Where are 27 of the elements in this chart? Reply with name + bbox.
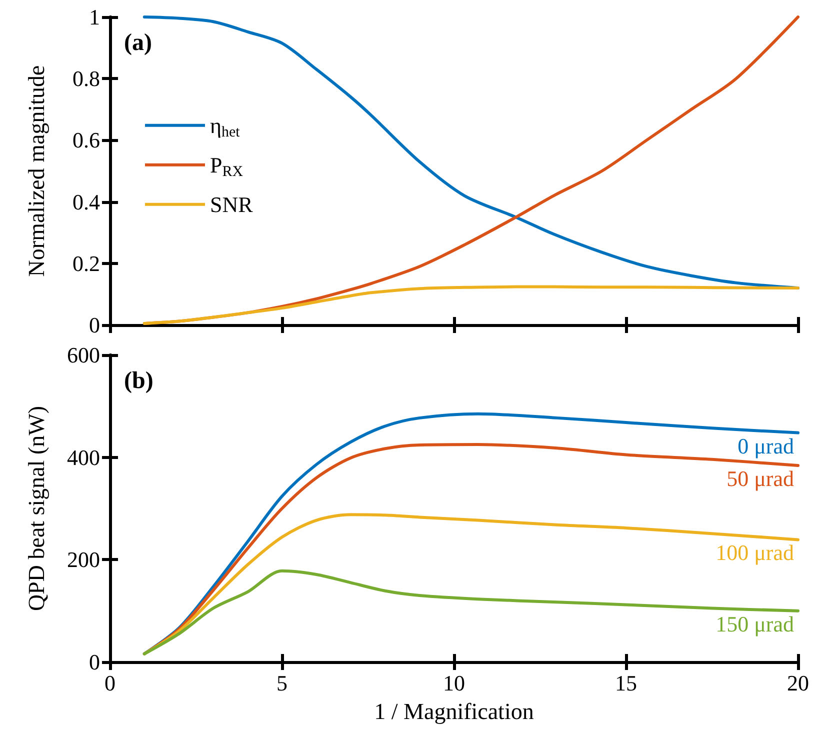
y-tick-label: 0.8 <box>72 66 100 92</box>
y-axis-title: Normalized magnitude <box>24 65 49 277</box>
x-tick-label: 5 <box>276 670 288 696</box>
x-tick-label: 0 <box>104 670 116 696</box>
y-axis-title: QPD beat signal (nW) <box>24 406 49 612</box>
legend-label: SNR <box>210 192 254 217</box>
series-label: 150 μrad <box>716 611 794 636</box>
y-tick-label: 1 <box>89 4 100 30</box>
y-tick-label: 600 <box>67 342 100 368</box>
y-tick-label: 0 <box>89 312 100 338</box>
line-series <box>142 285 800 325</box>
y-tick-label: 0.6 <box>72 128 100 153</box>
x-tick-label: 20 <box>787 670 809 696</box>
y-tick-label: 0 <box>89 650 100 674</box>
x-tick-label: 15 <box>615 670 637 696</box>
annotation: (a) <box>124 30 152 56</box>
y-tick-label: 200 <box>67 547 100 572</box>
y-tick-label: 0.4 <box>72 189 100 214</box>
series-label: 0 μrad <box>738 433 794 458</box>
annotation: (b) <box>124 368 154 394</box>
line-series <box>142 569 800 656</box>
series-label: 100 μrad <box>716 540 794 566</box>
y-tick-label: 400 <box>67 444 100 470</box>
x-axis-title: 1 / Magnification <box>374 699 534 724</box>
series-label: 50 μrad <box>726 466 794 492</box>
y-tick-label: 0.2 <box>72 250 100 276</box>
x-tick-label: 10 <box>443 670 465 696</box>
